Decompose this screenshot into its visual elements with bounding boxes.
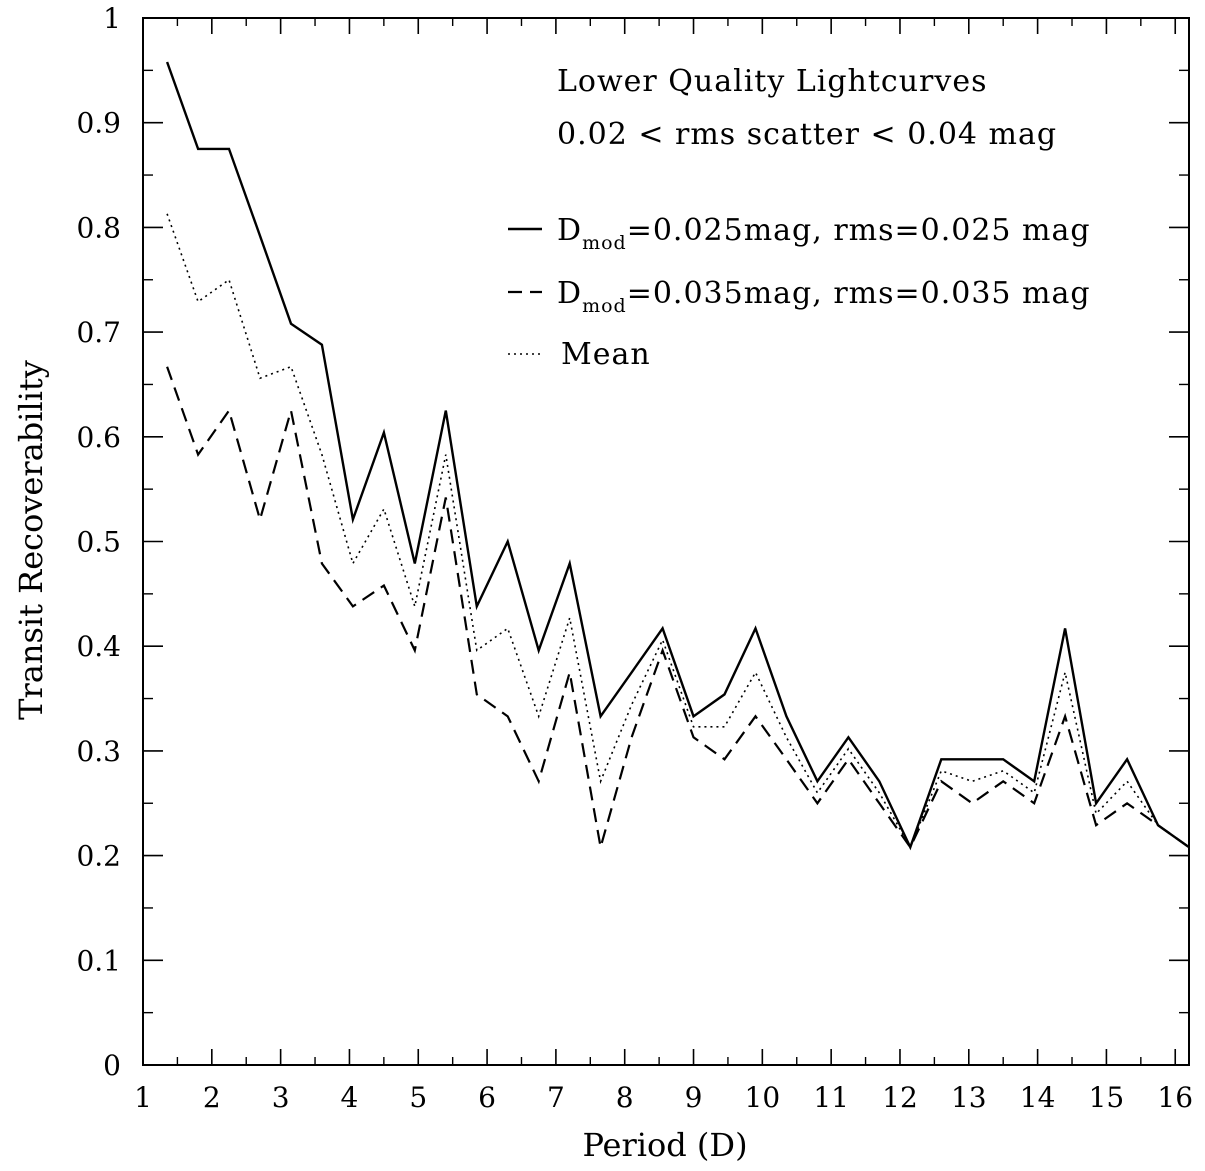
y-tick-label: 0.8 xyxy=(76,211,121,244)
legend-item-dotted: Mean xyxy=(508,337,651,372)
y-tick-label: 0.2 xyxy=(76,840,121,873)
y-axis-title: Transit Recoverability xyxy=(12,360,50,720)
x-tick-label: 7 xyxy=(547,1081,565,1114)
y-tick-label: 0.7 xyxy=(76,316,121,349)
y-tick-label: 0.4 xyxy=(76,630,121,663)
series-line-solid xyxy=(165,61,1190,851)
legend-rest-dashed: =0.035mag, rms=0.035 mag xyxy=(627,276,1091,311)
legend-rest-solid: =0.025mag, rms=0.025 mag xyxy=(627,213,1091,248)
legend-main-dashed: D xyxy=(557,276,582,311)
annotation-line-2: 0.02 < rms scatter < 0.04 mag xyxy=(557,117,1057,152)
x-tick-label: 16 xyxy=(1157,1081,1193,1114)
y-tick-label: 0.9 xyxy=(76,107,121,140)
x-tick-label: 6 xyxy=(478,1081,496,1114)
x-tick-label: 11 xyxy=(813,1081,849,1114)
legend-item-solid: Dmod=0.025mag, rms=0.025 mag xyxy=(508,213,1091,254)
series-lines xyxy=(165,61,1190,851)
legend-label-mean: Mean xyxy=(561,337,651,372)
y-tick-label: 0.3 xyxy=(76,735,121,768)
x-tick-label: 5 xyxy=(409,1081,427,1114)
annotation-line-1: Lower Quality Lightcurves xyxy=(557,64,987,99)
y-tick-label: 0.5 xyxy=(76,526,121,559)
x-axis-title: Period (D) xyxy=(582,1126,747,1164)
x-tick-label: 9 xyxy=(685,1081,703,1114)
axes: 1 2 3 4 5 6 7 8 9 10 11 12 13 14 15 1600.10.20.30.40.50… xyxy=(76,2,1193,1114)
legend-sub-dashed: mod xyxy=(582,295,627,317)
x-tick-label: 12 xyxy=(882,1081,918,1114)
x-tick-label: 2 xyxy=(203,1081,221,1114)
x-tick-label: 4 xyxy=(341,1081,359,1114)
legend: Dmod=0.025mag, rms=0.025 mag Dmod=0.035m… xyxy=(508,213,1091,372)
legend-main-solid: D xyxy=(557,213,582,248)
y-tick-label: 1 xyxy=(103,2,121,35)
plot-frame xyxy=(142,17,1190,1066)
y-tick-label: 0.1 xyxy=(76,944,121,977)
legend-sub-solid: mod xyxy=(582,232,627,254)
x-tick-label: 13 xyxy=(951,1081,987,1114)
x-tick-label: 1 xyxy=(134,1081,152,1114)
x-tick-label: 15 xyxy=(1089,1081,1125,1114)
series-line-dashed xyxy=(166,366,1190,850)
y-tick-label: 0 xyxy=(103,1049,121,1082)
x-tick-label: 8 xyxy=(616,1081,634,1114)
x-tick-label: 10 xyxy=(745,1081,781,1114)
svg-text:Dmod=0.035mag, rms=0.035 mag: Dmod=0.035mag, rms=0.035 mag xyxy=(557,276,1091,317)
svg-text:Dmod=0.025mag, rms=0.025 mag: Dmod=0.025mag, rms=0.025 mag xyxy=(557,213,1091,254)
legend-item-dashed: Dmod=0.035mag, rms=0.035 mag xyxy=(508,276,1091,317)
y-tick-label: 0.6 xyxy=(76,421,121,454)
x-tick-label: 14 xyxy=(1020,1081,1056,1114)
x-tick-label: 3 xyxy=(272,1081,290,1114)
